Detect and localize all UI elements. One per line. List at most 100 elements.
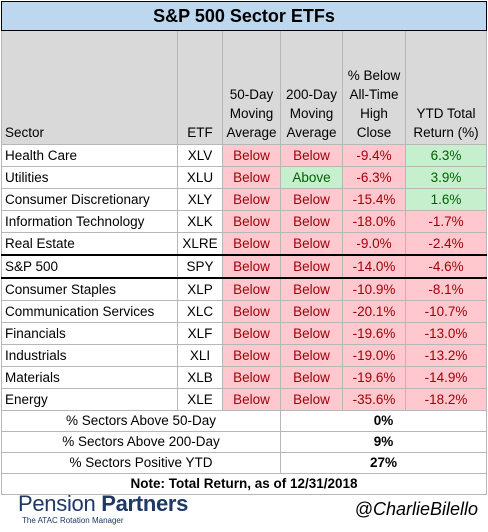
ath-cell: -9.0% [342, 232, 406, 256]
summary-value: 0% [279, 410, 488, 432]
sector-cell: Health Care [1, 144, 178, 167]
logo-word-pension: Pension [18, 491, 96, 516]
sector-cell: Materials [1, 366, 178, 389]
ath-cell: -10.9% [342, 277, 406, 301]
ytd-cell: -10.7% [404, 300, 488, 323]
footer: Pension Partners The ATAC Rotation Manag… [0, 488, 488, 532]
sector-cell: Consumer Staples [1, 277, 178, 301]
header-ytd: YTD Total Return (%) [404, 30, 488, 145]
ma50-cell: Below [222, 188, 281, 211]
ma50-cell: Below [222, 166, 281, 189]
header-ma200: 200-Day Moving Average [280, 30, 343, 145]
etf-cell: XLU [177, 166, 223, 189]
table-row: Energy XLE Below Below -35.6% -18.2% [1, 388, 488, 411]
ytd-cell: -14.9% [404, 366, 488, 389]
sector-cell: Information Technology [1, 210, 178, 233]
table-row: Real Estate XLRE Below Below -9.0% -2.4% [1, 232, 488, 256]
summary-value: 9% [279, 431, 488, 453]
ma200-cell: Below [280, 254, 343, 279]
etf-cell: XLB [177, 366, 223, 389]
ma200-cell: Below [280, 344, 343, 367]
summary-row: % Sectors Positive YTD 27% [1, 452, 488, 474]
ytd-cell: -13.2% [404, 344, 488, 367]
header-row: Sector ETF 50-Day Moving Average 200-Day… [1, 30, 488, 145]
sector-cell: Communication Services [1, 300, 178, 323]
ma200-cell: Below [280, 388, 343, 411]
ma200-cell: Below [280, 232, 343, 256]
ma200-cell: Below [280, 366, 343, 389]
ma200-cell: Above [280, 166, 343, 189]
sector-cell: S&P 500 [1, 254, 178, 279]
ytd-cell: -13.0% [404, 322, 488, 345]
summary-label: % Sectors Above 50-Day [1, 410, 281, 432]
ma200-cell: Below [280, 277, 343, 301]
ath-cell: -19.0% [342, 344, 406, 367]
etf-cell: XLE [177, 388, 223, 411]
etf-cell: XLF [177, 322, 223, 345]
ath-cell: -6.3% [342, 166, 406, 189]
note-row: Note: Total Return, as of 12/31/2018 [0, 473, 488, 495]
table-row: S&P 500 SPY Below Below -14.0% -4.6% [1, 254, 488, 279]
ma50-cell: Below [222, 366, 281, 389]
summary-row: % Sectors Above 200-Day 9% [1, 431, 488, 453]
ytd-cell: -2.4% [404, 232, 488, 256]
sector-etf-table: S&P 500 Sector ETFs Sector ETF 50-Day Mo… [0, 1, 488, 495]
ytd-cell: -18.2% [404, 388, 488, 411]
ytd-cell: -1.7% [404, 210, 488, 233]
table-body: S&P 500 Sector ETFs Sector ETF 50-Day Mo… [0, 1, 488, 495]
sector-cell: Financials [1, 322, 178, 345]
sector-cell: Real Estate [1, 232, 178, 256]
ath-cell: -14.0% [342, 254, 406, 279]
summary-value: 27% [279, 452, 488, 474]
header-etf: ETF [177, 30, 223, 145]
ath-cell: -19.6% [342, 322, 406, 345]
ath-cell: -18.0% [342, 210, 406, 233]
ma200-cell: Below [280, 322, 343, 345]
ytd-cell: 6.3% [404, 144, 488, 167]
logo-tagline: The ATAC Rotation Manager [22, 516, 124, 525]
table-row: Financials XLF Below Below -19.6% -13.0% [1, 322, 488, 345]
table-row: Health Care XLV Below Below -9.4% 6.3% [1, 144, 488, 167]
pension-partners-logo: Pension Partners The ATAC Rotation Manag… [18, 492, 188, 526]
table-row: Industrials XLI Below Below -19.0% -13.2% [1, 344, 488, 367]
ma50-cell: Below [222, 254, 281, 279]
ytd-cell: 1.6% [404, 188, 488, 211]
etf-cell: XLV [177, 144, 223, 167]
ath-cell: -19.6% [342, 366, 406, 389]
sector-cell: Energy [1, 388, 178, 411]
ath-cell: -20.1% [342, 300, 406, 323]
header-ath: % Below All-Time High Close [342, 30, 406, 145]
etf-cell: XLC [177, 300, 223, 323]
sector-cell: Utilities [1, 166, 178, 189]
etf-cell: XLY [177, 188, 223, 211]
sector-etf-table-sheet: S&P 500 Sector ETFs Sector ETF 50-Day Mo… [0, 1, 488, 495]
sector-cell: Consumer Discretionary [1, 188, 178, 211]
ath-cell: -35.6% [342, 388, 406, 411]
ma50-cell: Below [222, 144, 281, 167]
etf-cell: SPY [177, 254, 223, 279]
ma200-cell: Below [280, 144, 343, 167]
ma50-cell: Below [222, 344, 281, 367]
table-row: Consumer Staples XLP Below Below -10.9% -8.1% [1, 277, 488, 301]
table-row: Communication Services XLC Below Below -20.1… [1, 300, 488, 323]
author-handle: @CharlieBilello [354, 499, 478, 519]
ma50-cell: Below [222, 277, 281, 301]
table-row: Consumer Discretionary XLY Below Below -15.4… [1, 188, 488, 211]
table-row: Materials XLB Below Below -19.6% -14.9% [1, 366, 488, 389]
ma50-cell: Below [222, 210, 281, 233]
ma200-cell: Below [280, 300, 343, 323]
sector-cell: Industrials [1, 344, 178, 367]
etf-cell: XLK [177, 210, 223, 233]
table-title: S&P 500 Sector ETFs [0, 1, 488, 31]
ma50-cell: Below [222, 322, 281, 345]
etf-cell: XLP [177, 277, 223, 301]
table-row: Information Technology XLK Below Below -18.0… [1, 210, 488, 233]
ytd-cell: -8.1% [404, 277, 488, 301]
ath-cell: -15.4% [342, 188, 406, 211]
ma50-cell: Below [222, 300, 281, 323]
ma50-cell: Below [222, 232, 281, 256]
etf-cell: XLRE [177, 232, 223, 256]
logo-wordmark: Pension Partners [18, 492, 188, 516]
table-row: Utilities XLU Below Above -6.3% 3.9% [1, 166, 488, 189]
summary-label: % Sectors Positive YTD [1, 452, 281, 474]
